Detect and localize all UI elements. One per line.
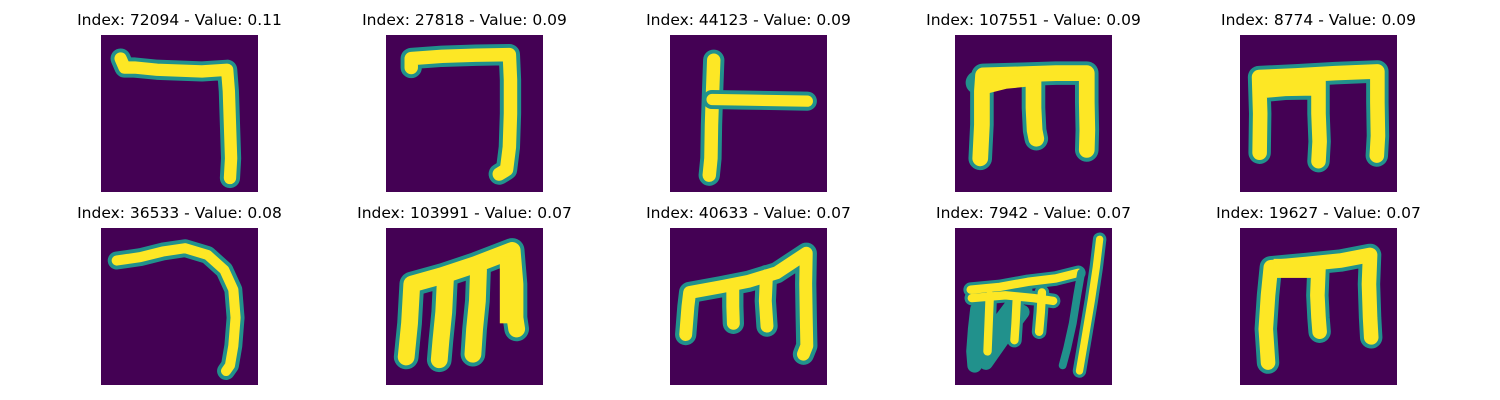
- glyph-image: [1240, 35, 1397, 192]
- glyph-image: [101, 228, 258, 385]
- panel-title: Index: 40633 - Value: 0.07: [646, 204, 851, 222]
- grid-panel: Index: 40633 - Value: 0.07: [606, 202, 891, 392]
- grid-panel: Index: 19627 - Value: 0.07: [1176, 202, 1461, 392]
- glyph-image: [670, 228, 827, 385]
- grid-panel: Index: 36533 - Value: 0.08: [37, 202, 322, 392]
- panel-title: Index: 36533 - Value: 0.08: [77, 204, 282, 222]
- panel-title: Index: 72094 - Value: 0.11: [77, 11, 282, 29]
- glyph-image: [386, 228, 543, 385]
- panel-title: Index: 7942 - Value: 0.07: [936, 204, 1131, 222]
- glyph-image: [101, 35, 258, 192]
- grid-panel: Index: 44123 - Value: 0.09: [606, 9, 891, 199]
- glyph-image: [955, 35, 1112, 192]
- grid-panel: Index: 8774 - Value: 0.09: [1176, 9, 1461, 199]
- glyph-image: [1240, 228, 1397, 385]
- panel-title: Index: 19627 - Value: 0.07: [1216, 204, 1421, 222]
- panel-title: Index: 8774 - Value: 0.09: [1221, 11, 1416, 29]
- grid-panel: Index: 107551 - Value: 0.09: [891, 9, 1176, 199]
- panel-title: Index: 107551 - Value: 0.09: [926, 11, 1141, 29]
- grid-panel: Index: 103991 - Value: 0.07: [322, 202, 607, 392]
- panel-title: Index: 103991 - Value: 0.07: [357, 204, 572, 222]
- glyph-image: [955, 228, 1112, 385]
- grid-panel: Index: 27818 - Value: 0.09: [322, 9, 607, 199]
- grid-panel: Index: 7942 - Value: 0.07: [891, 202, 1176, 392]
- panel-title: Index: 44123 - Value: 0.09: [646, 11, 851, 29]
- glyph-image: [386, 35, 543, 192]
- grid-panel: Index: 72094 - Value: 0.11: [37, 9, 322, 199]
- glyph-image: [670, 35, 827, 192]
- panel-title: Index: 27818 - Value: 0.09: [362, 11, 567, 29]
